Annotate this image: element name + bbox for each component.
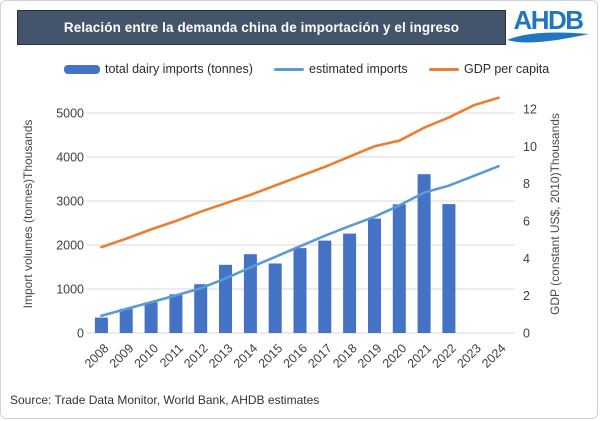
source-note: Source: Trade Data Monitor, World Bank, … (10, 393, 320, 407)
bar (243, 254, 257, 333)
bar (318, 240, 332, 333)
bar (194, 284, 208, 333)
legend-label: estimated imports (309, 62, 408, 76)
line-swatch-icon (429, 67, 459, 71)
x-axis-year-label: 2020 (380, 341, 410, 371)
right-axis-tick-label: 6 (523, 215, 530, 229)
legend-label: total dairy imports (tonnes) (105, 62, 253, 76)
right-axis-tick-label: 12 (523, 103, 537, 117)
legend-label: GDP per capita (464, 62, 550, 76)
left-axis-tick-label: 1000 (56, 283, 84, 297)
gdp-per-capita-line (100, 96, 500, 249)
x-axis-year-label: 2015 (256, 341, 286, 371)
bar (293, 248, 307, 333)
right-axis-tick-label: 10 (523, 140, 537, 154)
x-axis-year-label: 2023 (454, 341, 484, 371)
bar (417, 174, 431, 333)
bar (268, 263, 282, 333)
x-axis-year-label: 2011 (157, 341, 186, 370)
x-axis-year-label: 2019 (355, 341, 385, 371)
x-axis-year-label: 2021 (405, 341, 435, 371)
bar (169, 294, 183, 333)
x-axis-year-label: 2017 (305, 341, 335, 371)
x-axis-year-label: 2013 (206, 341, 236, 371)
x-axis-year-label: 2024 (479, 341, 509, 371)
left-axis-tick-label: 5000 (56, 107, 84, 121)
right-axis-title: GDP (constant US$, 2010)Thousands (548, 113, 562, 315)
legend-item-estimated-imports: estimated imports (274, 58, 408, 80)
x-axis-year-label: 2008 (82, 341, 112, 371)
bar (392, 204, 406, 333)
left-axis-title: Import volumes (tonnes)Thousands (21, 120, 35, 309)
x-axis-year-label: 2012 (181, 341, 211, 371)
bar (94, 317, 108, 333)
chart-legend: total dairy imports (tonnes) estimated i… (1, 58, 597, 80)
left-axis-tick-label: 4000 (56, 151, 84, 165)
legend-item-gdp-per-capita: GDP per capita (429, 58, 549, 80)
right-axis-tick-label: 0 (523, 327, 530, 341)
legend-item-total-dairy-imports: total dairy imports (tonnes) (64, 58, 253, 80)
chart-title-bar: Relación entre la demanda china de impor… (17, 10, 506, 45)
bar (368, 218, 381, 333)
bar-swatch-icon (64, 64, 100, 74)
x-axis-year-label: 2016 (281, 341, 311, 371)
x-axis-year-label: 2010 (132, 341, 162, 371)
left-axis-tick-label: 3000 (56, 195, 84, 209)
bar (144, 302, 158, 333)
x-axis-year-label: 2018 (330, 341, 360, 371)
left-axis-tick-label: 2000 (56, 239, 84, 253)
ahdb-wave-icon (507, 32, 589, 43)
bar (119, 308, 133, 333)
right-axis-tick-label: 4 (523, 252, 530, 266)
bar (442, 204, 456, 333)
bar (343, 233, 357, 333)
chart-title: Relación entre la demanda china de impor… (63, 20, 460, 35)
left-axis-tick-label: 0 (77, 327, 84, 341)
bars-total-dairy-imports (94, 174, 456, 333)
x-axis-year-label: 2014 (231, 341, 261, 371)
ahdb-logo: AHDB (505, 7, 591, 45)
ahdb-logo-text: AHDB (513, 5, 584, 35)
right-axis-tick-label: 8 (523, 177, 530, 191)
right-axis-tick-label: 2 (523, 289, 530, 303)
line-swatch-icon (274, 67, 304, 71)
estimated-imports-line (100, 164, 500, 318)
x-axis-year-label: 2022 (429, 341, 459, 371)
bar (219, 264, 232, 333)
x-axis-year-label: 2009 (107, 341, 137, 371)
